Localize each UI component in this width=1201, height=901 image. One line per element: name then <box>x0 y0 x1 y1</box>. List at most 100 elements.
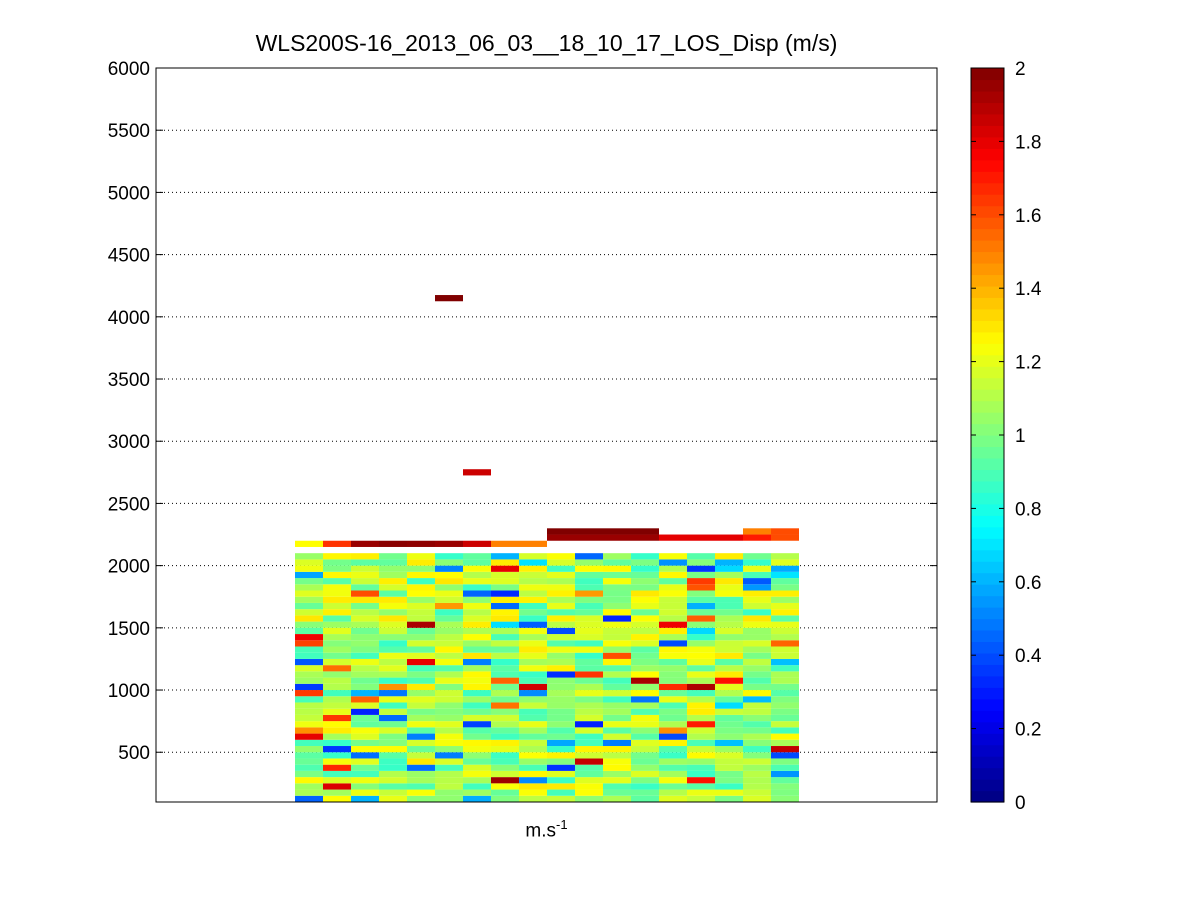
heatmap-cell <box>435 665 463 672</box>
heatmap-cell <box>631 733 659 740</box>
heatmap-cell <box>743 596 771 603</box>
heatmap-cell <box>379 615 407 622</box>
heatmap-cell <box>407 690 435 697</box>
heatmap-cell <box>547 652 575 659</box>
heatmap-cell <box>407 615 435 622</box>
heatmap-cell <box>435 696 463 703</box>
heatmap-cell <box>715 727 743 734</box>
heatmap-cell <box>771 770 799 778</box>
heatmap-cell <box>463 690 491 697</box>
heatmap-cell <box>687 702 715 709</box>
heatmap-cell <box>771 665 799 672</box>
heatmap-cell <box>771 721 799 728</box>
colorbar-step <box>971 698 1004 711</box>
heatmap-cell <box>351 721 379 728</box>
heatmap-cell <box>687 627 715 635</box>
heatmap-cell <box>351 783 379 790</box>
heatmap-cell <box>575 758 603 765</box>
heatmap-cell <box>295 652 323 659</box>
heatmap-cell <box>547 764 575 771</box>
heatmap-cell <box>659 727 687 734</box>
heatmap-cell <box>407 708 435 715</box>
heatmap-cell <box>687 596 715 603</box>
heatmap-cell <box>547 783 575 790</box>
heatmap-cell <box>687 571 715 579</box>
heatmap-cell <box>323 584 351 591</box>
colorbar-gradient <box>971 68 1004 803</box>
heatmap-cell <box>743 770 771 778</box>
heatmap-cell <box>687 553 715 560</box>
heatmap-cell <box>771 739 799 747</box>
heatmap-cell <box>491 665 519 672</box>
heatmap-cell <box>407 559 435 566</box>
heatmap-cell <box>603 733 631 740</box>
heatmap-cell <box>295 658 323 666</box>
colorbar-step <box>971 480 1004 493</box>
heatmap-cell <box>715 652 743 659</box>
heatmap-cell <box>407 752 435 759</box>
colorbar-step <box>971 641 1004 654</box>
heatmap-cell <box>743 690 771 697</box>
heatmap-cell <box>603 646 631 653</box>
heatmap-cell <box>631 702 659 709</box>
heatmap-cell <box>547 758 575 765</box>
heatmap-cell <box>463 553 491 560</box>
heatmap-cell <box>295 571 323 579</box>
heatmap-cell <box>547 739 575 747</box>
heatmap-cell <box>351 571 379 579</box>
heatmap-cell <box>491 627 519 635</box>
heatmap-cell <box>603 758 631 765</box>
heatmap-cell <box>351 640 379 647</box>
heatmap-cell <box>463 789 491 796</box>
heatmap-cell <box>687 559 715 566</box>
heatmap-cell <box>603 764 631 771</box>
heatmap-cell <box>407 665 435 672</box>
heatmap-cell <box>743 714 771 722</box>
heatmap-cell <box>351 702 379 709</box>
heatmap-cell <box>491 602 519 610</box>
heatmap-cell <box>491 646 519 653</box>
heatmap-cell <box>323 565 351 572</box>
heatmap-cell <box>295 683 323 691</box>
colorbar-step <box>971 240 1004 253</box>
heatmap-cell <box>743 615 771 622</box>
heatmap-cell <box>323 690 351 697</box>
heatmap-cell <box>631 658 659 666</box>
heatmap-cell <box>435 789 463 796</box>
heatmap-cell <box>659 783 687 790</box>
heatmap-cell <box>351 733 379 740</box>
heatmap-cell <box>631 615 659 622</box>
colorbar-step <box>971 710 1004 723</box>
heatmap-cell <box>547 534 575 541</box>
colorbar-step <box>971 228 1004 241</box>
heatmap-cell <box>491 609 519 616</box>
heatmap-cell <box>603 528 631 535</box>
heatmap-cell <box>407 783 435 790</box>
colorbar-step <box>971 148 1004 161</box>
colorbar-step <box>971 584 1004 597</box>
colorbar-step <box>971 492 1004 505</box>
heatmap-cell <box>379 777 407 784</box>
heatmap-cell <box>547 721 575 728</box>
heatmap-cell <box>295 727 323 734</box>
heatmap-cell <box>323 540 351 547</box>
heatmap-cell <box>491 578 519 585</box>
heatmap-cell <box>379 646 407 653</box>
heatmap-cell <box>547 702 575 709</box>
heatmap-cell <box>351 559 379 566</box>
heatmap-cell <box>463 777 491 784</box>
heatmap-cell <box>351 540 379 547</box>
heatmap-cell <box>687 758 715 765</box>
colorbar-step <box>971 331 1004 344</box>
heatmap-cell <box>575 640 603 647</box>
heatmap-cell <box>295 739 323 747</box>
heatmap-cell <box>715 777 743 784</box>
heatmap-cell <box>771 696 799 703</box>
heatmap-cell <box>463 627 491 635</box>
colorbar-tick-label: 1.8 <box>1015 132 1041 153</box>
heatmap-cell <box>351 683 379 691</box>
heatmap-cell <box>631 571 659 579</box>
colorbar-step <box>971 308 1004 321</box>
heatmap-cell <box>743 646 771 653</box>
heatmap-cell <box>743 764 771 771</box>
